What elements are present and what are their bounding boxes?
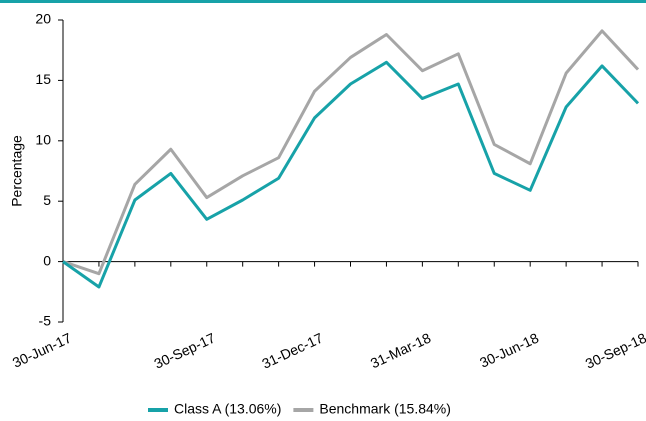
y-tick-label: 5 xyxy=(43,192,51,208)
x-tick-label: 31-Mar-18 xyxy=(368,329,433,371)
legend-label: Benchmark (15.84%) xyxy=(319,401,451,417)
y-axis-label: Percentage xyxy=(9,135,25,207)
x-tick-label: 31-Dec-17 xyxy=(259,329,325,371)
legend-label: Class A (13.06%) xyxy=(174,401,281,417)
x-tick-label: 30-Sep-18 xyxy=(583,329,646,371)
top-border xyxy=(0,0,646,3)
series-line xyxy=(62,29,640,276)
y-tick-label: 20 xyxy=(35,11,51,27)
x-tick-label: 30-Jun-18 xyxy=(477,329,541,370)
x-tick-label: 30-Jun-17 xyxy=(10,329,74,370)
y-tick-label: 0 xyxy=(43,252,51,268)
series-line xyxy=(62,60,640,289)
y-tick-label: -5 xyxy=(39,313,52,329)
y-tick-label: 10 xyxy=(35,132,51,148)
y-tick-label: 15 xyxy=(35,71,51,87)
x-tick-label: 30-Sep-17 xyxy=(152,329,218,371)
